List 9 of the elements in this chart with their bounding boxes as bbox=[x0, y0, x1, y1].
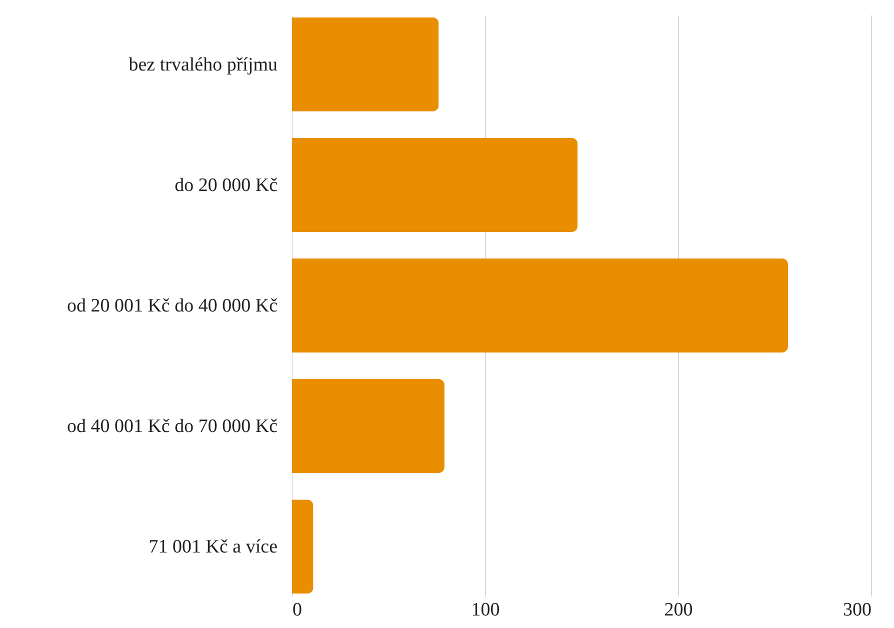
x-tick-label: 300 bbox=[843, 600, 872, 620]
x-tick-label: 200 bbox=[664, 600, 693, 620]
y-tick-label: 71 001 Kč a více bbox=[148, 536, 278, 558]
y-tick-label: do 20 000 Kč bbox=[174, 174, 278, 196]
y-tick-label: od 40 001 Kč do 70 000 Kč bbox=[66, 416, 278, 438]
y-tick-label: od 20 001 Kč do 40 000 Kč bbox=[66, 296, 278, 316]
x-tick-label: 100 bbox=[471, 600, 500, 620]
x-tick-label: 0 bbox=[292, 600, 302, 620]
y-tick-label: bez trvalého příjmu bbox=[128, 54, 278, 76]
